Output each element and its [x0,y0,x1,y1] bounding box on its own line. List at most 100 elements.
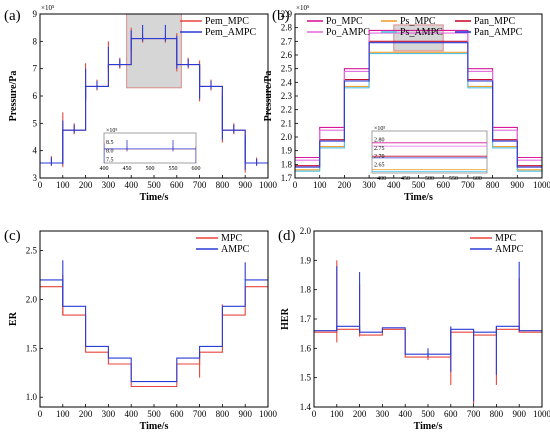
legend-label: Pem_AMPC [205,27,256,38]
inset: 400 450 500 550 600 8.5 8.0 7.5 ×10⁵ [100,128,201,172]
x-axis-label: Time/s [404,192,433,203]
y-axis-label: ER [8,311,19,326]
inset: 400 450 500 550 600 2.80 2.75 2.70 2.65 ×10⁵ [371,126,488,182]
x-tick-label: 100 [56,180,70,190]
x-tick-label: 200 [79,409,93,419]
x-tick-label: 700 [193,180,207,190]
panel-label: (b) [272,8,290,24]
x-tick-label: 500 [147,409,161,419]
panel-2: 0 100 200 300 400 500 600 700 800 900 1000 1.0 1.5 2.… [4,228,278,432]
y-tick-label: 8 [33,36,38,46]
inset-series-Ps_AMPC [372,170,487,172]
x-tick-label: 400 [398,409,412,419]
x-tick-label: 400 [124,180,138,190]
y-tick-label: 1.5 [26,343,38,353]
y-tick-label: 4 [33,146,38,156]
x-tick-label: 900 [511,180,525,190]
y-tick-label: 2.5 [26,246,38,256]
data-layer [40,260,268,388]
panel-0: 0 100 200 300 400 500 600 700 800 900 1000 3 4 5 6 7 8 9 T… [4,4,278,203]
inset-x-tick-label: 450 [123,166,132,172]
x-tick-label: 0 [312,409,317,419]
inset-series-Pan_AMPC [372,157,487,159]
y-tick-label: 1.4 [300,402,312,412]
y-tick-label: 2.1 [281,118,292,128]
y-axis-label: Pressure/Pa [8,71,19,122]
series-line-Pan_AMPC [295,42,542,168]
x-tick-label: 500 [147,180,161,190]
y-tick-label: 2.0 [281,132,293,142]
inset-y-tick-label: 8.0 [106,149,114,155]
inset-y-tick-label: 8.5 [106,140,114,146]
y-tick-label: 1.9 [300,255,312,265]
axes-frame [39,230,269,408]
y-tick-label: 9 [33,9,38,19]
x-tick-label: 700 [193,409,207,419]
x-tick-label: 500 [421,409,435,419]
x-tick-label: 200 [338,180,352,190]
x-tick-label: 1000 [259,409,278,419]
inset-series-Po_MPC [372,142,487,144]
legend-label: Po_MPC [326,16,363,27]
legend-label: MPC [495,233,516,244]
x-tick-label: 800 [486,180,500,190]
data-layer [40,24,268,173]
inset-x-tick-label: 500 [425,176,434,182]
y-tick-label: 5 [33,118,38,128]
y-tick-label: 2.9 [281,9,293,19]
y-tick-label: 2.0 [26,294,38,304]
inset-data [372,142,487,172]
y-tick-label: 2.2 [281,105,292,115]
x-tick-label: 800 [216,409,230,419]
y-tick-label: 1.9 [281,146,293,156]
x-tick-label: 300 [376,409,390,419]
x-tick-label: 300 [102,180,116,190]
x-tick-label: 700 [461,180,475,190]
data-layer [314,260,542,405]
x-tick-label: 600 [170,409,184,419]
inset-y-tick-label: 2.75 [374,146,385,152]
y-tick-label: 2.6 [281,50,293,60]
legend-label: Ps_AMPC [400,27,443,38]
y-tick-label: 2.0 [300,226,312,236]
panel-label: (d) [278,228,296,244]
y-tick-label: 2.4 [281,77,293,87]
inset-data [104,140,196,163]
inset-y-tick-label: 2.80 [374,137,385,143]
x-tick-label: 100 [330,409,344,419]
panel-3: 0 100 200 300 400 500 600 700 800 900 1000 1.4 1.5 1.… [278,226,550,432]
inset-y-tick-label: 7.5 [106,157,114,163]
x-tick-label: 300 [362,180,376,190]
x-tick-label: 800 [216,180,230,190]
legend-label: AMPC [495,244,524,255]
highlight-box [126,13,182,89]
y-tick-label: 1.0 [26,392,38,402]
inset-series-Pan_MPC [372,155,487,157]
x-tick-label: 600 [170,180,184,190]
legend-label: Pan_AMPC [474,27,523,38]
x-axis-label: Time/s [140,421,169,432]
y-tick-label: 3 [33,173,38,183]
x-tick-label: 0 [38,409,43,419]
y-multiplier: ×10⁵ [296,4,310,12]
inset-x-tick-label: 450 [401,176,410,182]
y-tick-label: 2.8 [281,23,293,33]
inset-y-multiplier: ×10⁵ [106,128,117,134]
highlight-box [393,24,444,52]
y-tick-label: 1.8 [300,285,312,295]
inset-frame [371,130,488,174]
legend-label: AMPC [221,244,250,255]
panel-1: 0 100 200 300 400 500 600 700 800 900 10001.71.81.… [263,4,550,203]
data-layer [295,29,542,172]
x-axis-label: Time/s [414,421,443,432]
inset-frame [103,132,197,164]
y-tick-label: 6 [33,91,38,101]
panel-label: (a) [4,8,21,24]
y-axis-label: Pressure/Pa [263,71,274,122]
x-tick-label: 600 [444,409,458,419]
series-line-Ps_MPC [295,51,542,171]
x-tick-label: 900 [512,409,526,419]
y-tick-label: 1.7 [300,314,312,324]
y-tick-label: 1.5 [300,373,312,383]
